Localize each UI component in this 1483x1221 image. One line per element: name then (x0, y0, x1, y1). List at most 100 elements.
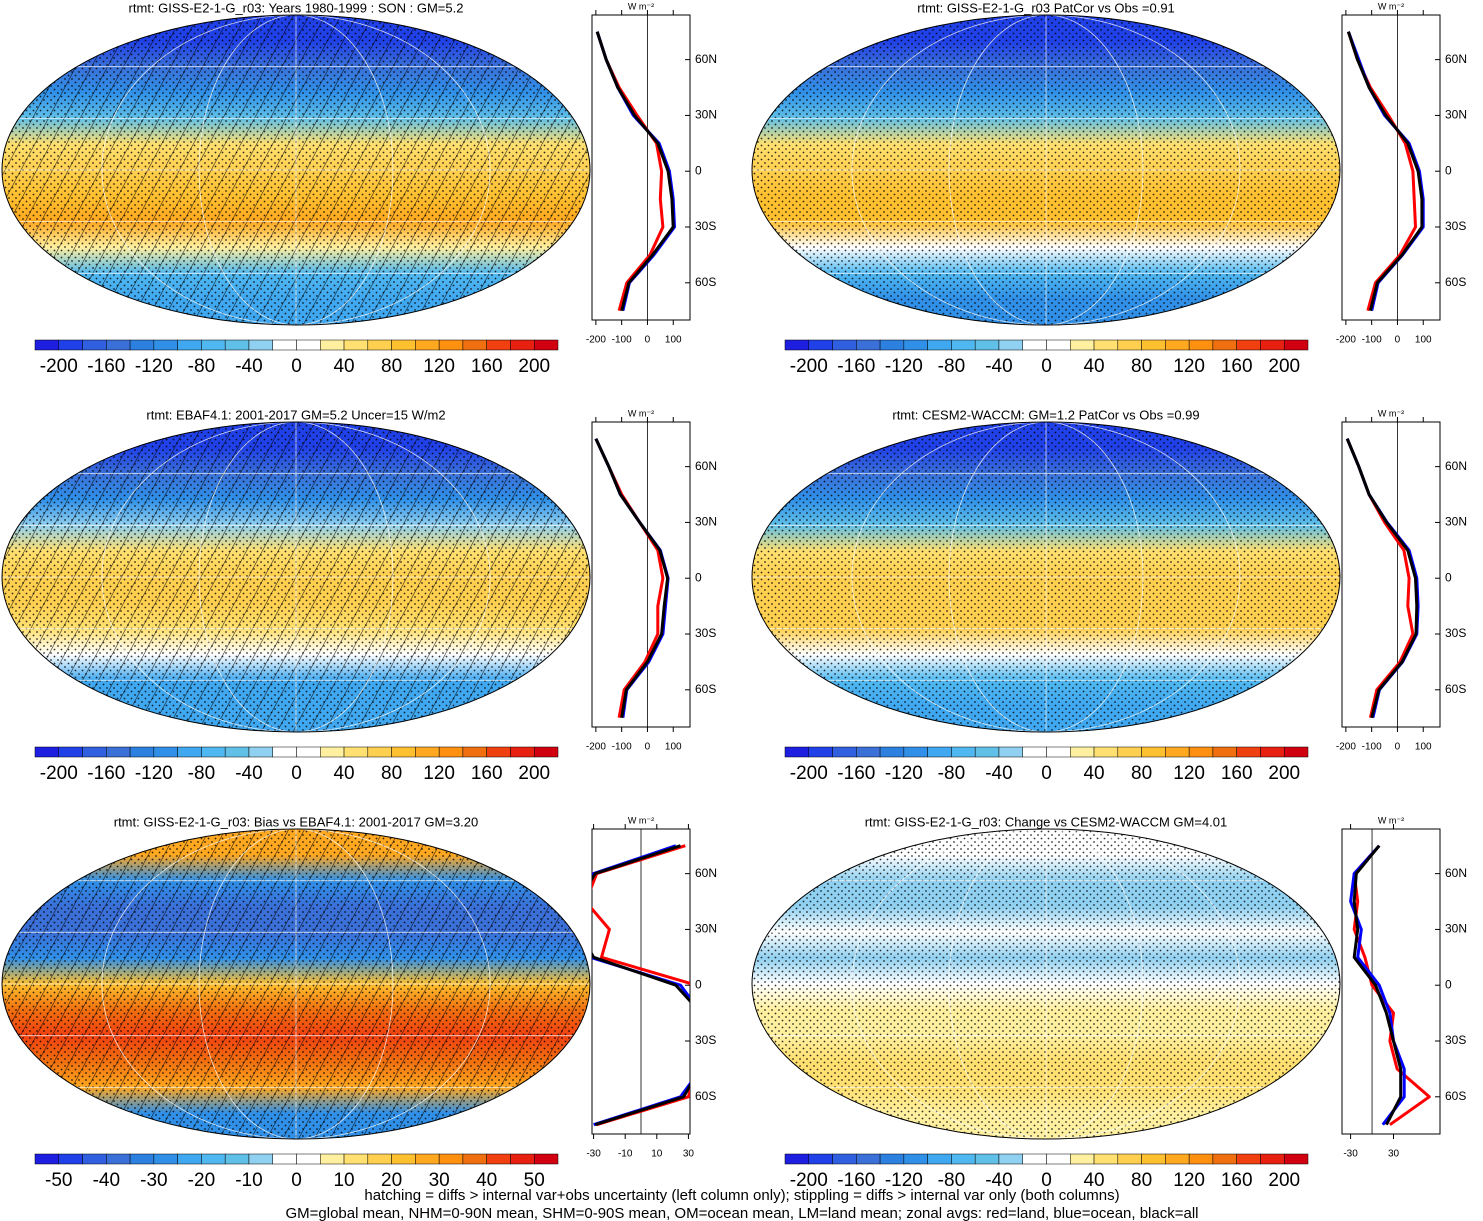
colorbar-tick-label: -200 (790, 356, 828, 377)
zonal-line (595, 31, 675, 312)
colorbar-box (320, 339, 345, 351)
colorbar-tick-label: -40 (235, 763, 262, 784)
x-tick-label: 0 (1395, 742, 1401, 753)
colorbar-box (533, 1153, 559, 1165)
zonal-line (1352, 844, 1403, 1126)
meridian (851, 15, 1241, 325)
colorbar-tick-label: 40 (333, 763, 354, 784)
meridian (948, 15, 1144, 325)
colorbar-box (296, 339, 321, 351)
colorbar-box (248, 746, 273, 758)
x-tick-label: 30 (683, 1149, 695, 1160)
profile-unit: W m⁻² (1378, 815, 1404, 825)
colorbar-tick-label: -200 (790, 1170, 828, 1191)
colorbar-tick-label: -80 (938, 356, 965, 377)
meridian (948, 829, 1144, 1139)
colorbar-box (856, 746, 881, 758)
panel-title: rtmt: GISS-E2-1-G_r03 PatCor vs Obs =0.9… (917, 0, 1175, 15)
colorbar-box (1022, 746, 1047, 758)
zonal-line (1346, 31, 1424, 312)
colorbar-box (462, 746, 487, 758)
y-tick-label: 60N (695, 866, 717, 880)
colorbar-box (856, 339, 881, 351)
zonal-line (1349, 844, 1406, 1126)
colorbar-box (808, 746, 833, 758)
colorbar-box (177, 339, 202, 351)
colorbar-tick-label: 80 (381, 763, 402, 784)
colorbar-tick-label: 200 (1268, 1170, 1300, 1191)
colorbar-box (974, 339, 1000, 351)
meridian (948, 422, 1144, 732)
x-tick-label: -100 (612, 742, 632, 753)
y-tick-label: 30S (695, 626, 716, 640)
colorbar-box (82, 1153, 107, 1165)
colorbar-box (486, 339, 511, 351)
colorbar-tick-label: 120 (1173, 356, 1205, 377)
y-tick-label: 60S (1445, 682, 1466, 696)
colorbar-box (927, 339, 952, 351)
colorbar-box (343, 1153, 369, 1165)
x-tick-label: -100 (1362, 335, 1382, 346)
colorbar-box (1283, 339, 1309, 351)
meridian (851, 422, 1241, 732)
colorbar-box (391, 746, 416, 758)
colorbar-box (248, 339, 273, 351)
colorbar-box (58, 1153, 83, 1165)
colorbar-tick-label: -80 (188, 356, 215, 377)
x-tick-label: 30 (1388, 1149, 1400, 1160)
zonal-line (595, 31, 665, 312)
colorbar-tick-label: -10 (235, 1170, 262, 1191)
colorbar-box (153, 339, 178, 351)
colorbar-box (296, 746, 321, 758)
colorbar-box (320, 1153, 345, 1165)
y-tick-label: 30N (1445, 515, 1467, 529)
colorbar-tick-label: -120 (135, 763, 173, 784)
colorbar-box (951, 746, 976, 758)
zonal-line (592, 844, 690, 1127)
colorbar-box (1070, 1153, 1095, 1165)
colorbar-tick-label: -50 (45, 1170, 72, 1191)
colorbar-box (998, 1153, 1023, 1165)
profile-unit: W m⁻² (628, 408, 654, 418)
colorbar-tick-label: 80 (1131, 1170, 1152, 1191)
colorbar-tick-label: 0 (1041, 356, 1052, 377)
y-tick-label: 30S (695, 1033, 716, 1047)
colorbar-box (832, 1153, 857, 1165)
colorbar-box (438, 339, 464, 351)
y-tick-label: 60S (1445, 1089, 1466, 1103)
colorbar-box (1212, 1153, 1237, 1165)
x-tick-label: 10 (651, 1149, 663, 1160)
colorbar-tick-label: -200 (40, 356, 78, 377)
y-tick-label: 0 (695, 570, 702, 584)
colorbar-box (533, 339, 559, 351)
colorbar-box (129, 339, 155, 351)
colorbar-box (201, 1153, 226, 1165)
colorbar-tick-label: -40 (985, 356, 1012, 377)
profile-frame (1341, 14, 1441, 321)
colorbar-box (106, 339, 131, 351)
colorbar-box (177, 746, 202, 758)
colorbar-box (927, 1153, 952, 1165)
colorbar-tick-label: 120 (423, 356, 455, 377)
colorbar-tick-label: 200 (518, 356, 550, 377)
colorbar-box (784, 746, 810, 758)
colorbar-box (784, 1153, 810, 1165)
colorbar-box (1070, 339, 1095, 351)
graticule (752, 422, 1340, 732)
colorbar-tick-label: 160 (1221, 1170, 1253, 1191)
colorbar-box (106, 746, 131, 758)
colorbar-box (224, 1153, 250, 1165)
map-outline (751, 421, 1341, 733)
colorbar-box (1212, 746, 1237, 758)
colorbar-box (1165, 746, 1190, 758)
colorbar-box (808, 1153, 833, 1165)
colorbar-box (129, 746, 155, 758)
meridian (198, 422, 394, 732)
colorbar-tick-label: 160 (1221, 763, 1253, 784)
colorbar-box (1236, 1153, 1261, 1165)
colorbar-tick-label: -40 (985, 1170, 1012, 1191)
colorbar-tick-label: -200 (790, 763, 828, 784)
colorbar-box (1212, 339, 1237, 351)
colorbar-box (438, 1153, 464, 1165)
colorbar-box (1188, 1153, 1214, 1165)
